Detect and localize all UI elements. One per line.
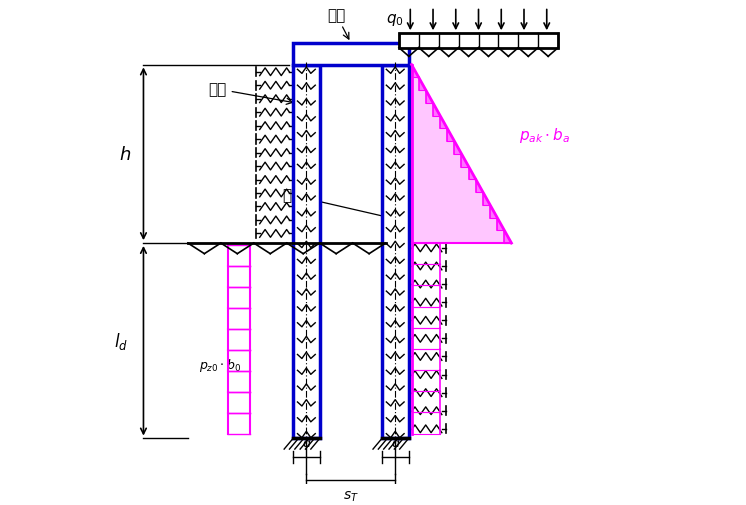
Bar [412,218,497,231]
Bar [293,65,320,439]
Bar [412,91,426,104]
Bar [382,65,409,439]
Text: $p_{z0}\cdot b_0$: $p_{z0}\cdot b_0$ [199,357,242,374]
Polygon shape [412,65,512,243]
Bar [399,34,558,48]
Bar [412,104,433,116]
Bar [412,78,419,91]
Text: 后桦: 后桦 [208,82,292,105]
Text: $l_d$: $l_d$ [114,331,128,351]
Text: 前桦: 前桦 [283,188,391,220]
Bar [412,129,447,142]
Bar [412,142,454,155]
Bar [412,180,476,192]
Bar [412,155,462,167]
Bar [412,192,483,206]
Text: $p_{ak}\cdot b_a$: $p_{ak}\cdot b_a$ [519,126,570,145]
Bar [412,231,504,243]
Text: d: d [391,436,399,449]
Text: h: h [119,145,131,164]
Text: $s_T$: $s_T$ [343,489,359,503]
Text: d: d [302,436,310,449]
Text: 连梁: 连梁 [327,8,349,40]
Bar [412,167,468,180]
Bar [412,116,440,129]
Text: $q_0$: $q_0$ [386,13,404,28]
Bar [412,206,490,218]
Bar [293,44,409,65]
